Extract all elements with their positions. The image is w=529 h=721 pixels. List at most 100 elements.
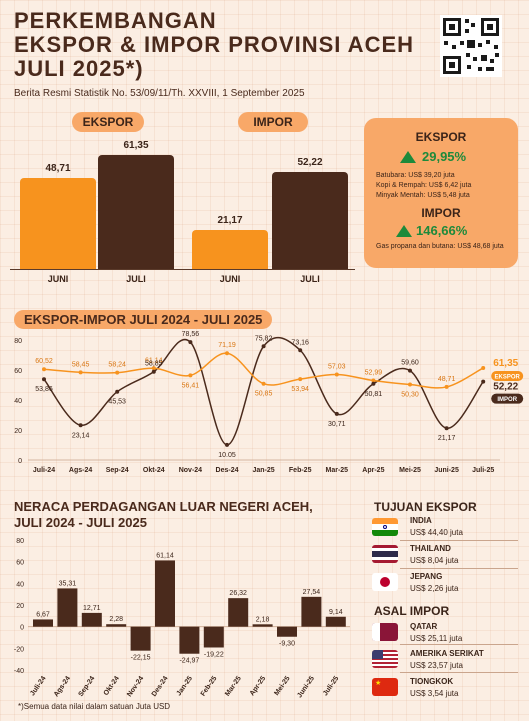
x-tick-label: Okt-24 [143,467,165,474]
title-line-2: EKSPOR & IMPOR PROVINSI ACEH [14,32,415,57]
india-flag-icon [372,518,398,536]
neraca-bar [277,626,297,637]
ekspor-point [115,370,120,375]
neraca-bar [179,626,200,654]
country-name: AMERIKA SERIKAT [410,649,484,658]
x-tick-label: Apr-25 [362,467,384,474]
ekspor-point [334,372,339,377]
ekspor-data-label: 58,45 [72,361,90,368]
asal-impor-head: ASAL IMPOR [374,604,450,618]
ekspor-data-label: 56,41 [182,382,200,389]
divider [400,672,518,673]
impor-data-label: 50,81 [365,391,383,398]
top-bar [98,155,174,269]
x-tick-label: Okt-24 [103,675,121,697]
top-bar-value: 48,71 [45,163,71,175]
impor-point [78,423,83,428]
neraca-data-label: 2,28 [109,616,123,623]
x-tick-label: Feb-25 [200,675,219,698]
summary-impor-item: Gas propana dan butana: US$ 48,68 juta [376,243,504,250]
impor-legend-badge [491,393,524,404]
x-tick-label: Jan-25 [253,467,275,474]
ekspor-data-label: 53,94 [291,386,309,393]
country-value: US$ 23,57 juta [410,661,463,670]
neraca-data-label: 26,32 [229,590,247,597]
y-tick-label: 40 [14,398,22,405]
line-chart-title: EKSPOR-IMPOR JULI 2024 - JULI 2025 [14,310,273,329]
x-tick-label: Mar-25 [224,675,243,698]
country-value: US$ 44,40 juta [410,528,463,537]
x-tick-label: Nov-24 [126,675,145,698]
impor-data-label: 58,85 [145,361,163,368]
impor-point [334,411,339,416]
ekspor-point [298,377,303,382]
tujuan-ekspor-head: TUJUAN EKSPOR [374,500,477,514]
ekspor-legend-badge [491,370,524,381]
ekspor-legend-text: EKSPOR [495,374,521,380]
x-tick-label: Des-24 [151,675,170,698]
top-bar-category: JULI [126,274,146,284]
impor-point [298,348,303,353]
y-tick-label: -40 [14,668,24,675]
country-name: QATAR [410,622,438,631]
divider [400,540,518,541]
impor-legend-text: IMPOR [497,397,517,403]
title-line-3: JULI 2025*) [14,56,144,81]
top-bar [20,178,96,269]
ekspor-point [408,382,412,387]
summary-ekspor-item: Batubara: US$ 39,20 juta [376,172,455,179]
ekspor-point [481,365,486,370]
up-arrow-icon [396,225,412,237]
bar-chart-title: NERACA PERDAGANGAN LUAR NEGERI ACEH, JUL… [14,499,313,530]
ekspor-data-label: 52,99 [365,370,383,377]
top-bar-category: JUNI [47,274,69,284]
neraca-data-label: 2,18 [256,616,270,623]
x-tick-label: Jan-25 [176,675,195,697]
impor-point [225,442,229,447]
impor-point [261,344,266,349]
neraca-bar [228,598,249,627]
y-tick-label: 0 [18,458,22,465]
impor-point [151,369,156,374]
subtitle: Berita Resmi Statistik No. 53/09/11/Th. … [14,88,305,99]
top-bar-value: 52,22 [297,156,323,168]
impor-pill: IMPOR [238,112,308,132]
country-value: US$ 8,04 juta [410,556,459,565]
ekspor-point [151,366,156,371]
impor-point [188,340,193,345]
ekspor-point [78,370,83,375]
y-tick-label: 60 [14,368,22,375]
impor-data-label: 45,53 [108,399,126,406]
y-tick-label: 20 [14,428,22,435]
neraca-data-label: 61,14 [156,552,174,559]
x-tick-label: Juli-25 [472,467,494,474]
x-tick-label: Juli-24 [33,467,55,474]
impor-point [408,368,412,373]
ekspor-data-label: 58,24 [108,362,126,369]
ekspor-point [188,373,193,378]
neraca-data-label: -22,15 [131,655,151,662]
country-name: THAILAND [410,544,451,553]
impor-data-label: 75,82 [255,335,273,342]
neraca-bar [203,626,224,648]
x-tick-label: Des-24 [216,467,239,474]
impor-data-label: 59,60 [401,360,419,367]
x-tick-label: Mar-25 [326,467,349,474]
neraca-bar [155,560,175,627]
impor-data-label: 73,16 [291,339,309,346]
summary-ekspor-pct: 29,95% [422,149,467,164]
title-line-1: PERKEMBANGAN [14,8,217,33]
ekspor-data-label: 61,14 [145,357,163,364]
x-tick-label: Ags-24 [53,675,72,698]
x-tick-label: Apr-25 [249,675,268,697]
neraca-data-label: 6,67 [36,611,50,618]
impor-data-label: 53,86 [35,386,53,393]
impor-point [444,426,449,431]
ekspor-point [261,381,266,386]
country-value: US$ 3,54 juta [410,689,459,698]
impor-data-label: 10.05 [218,452,236,459]
neraca-bar [301,596,322,627]
x-tick-label: Juni-25 [296,675,316,699]
qr-code-icon[interactable] [440,15,502,77]
china-flag-icon: ★ [372,678,398,696]
